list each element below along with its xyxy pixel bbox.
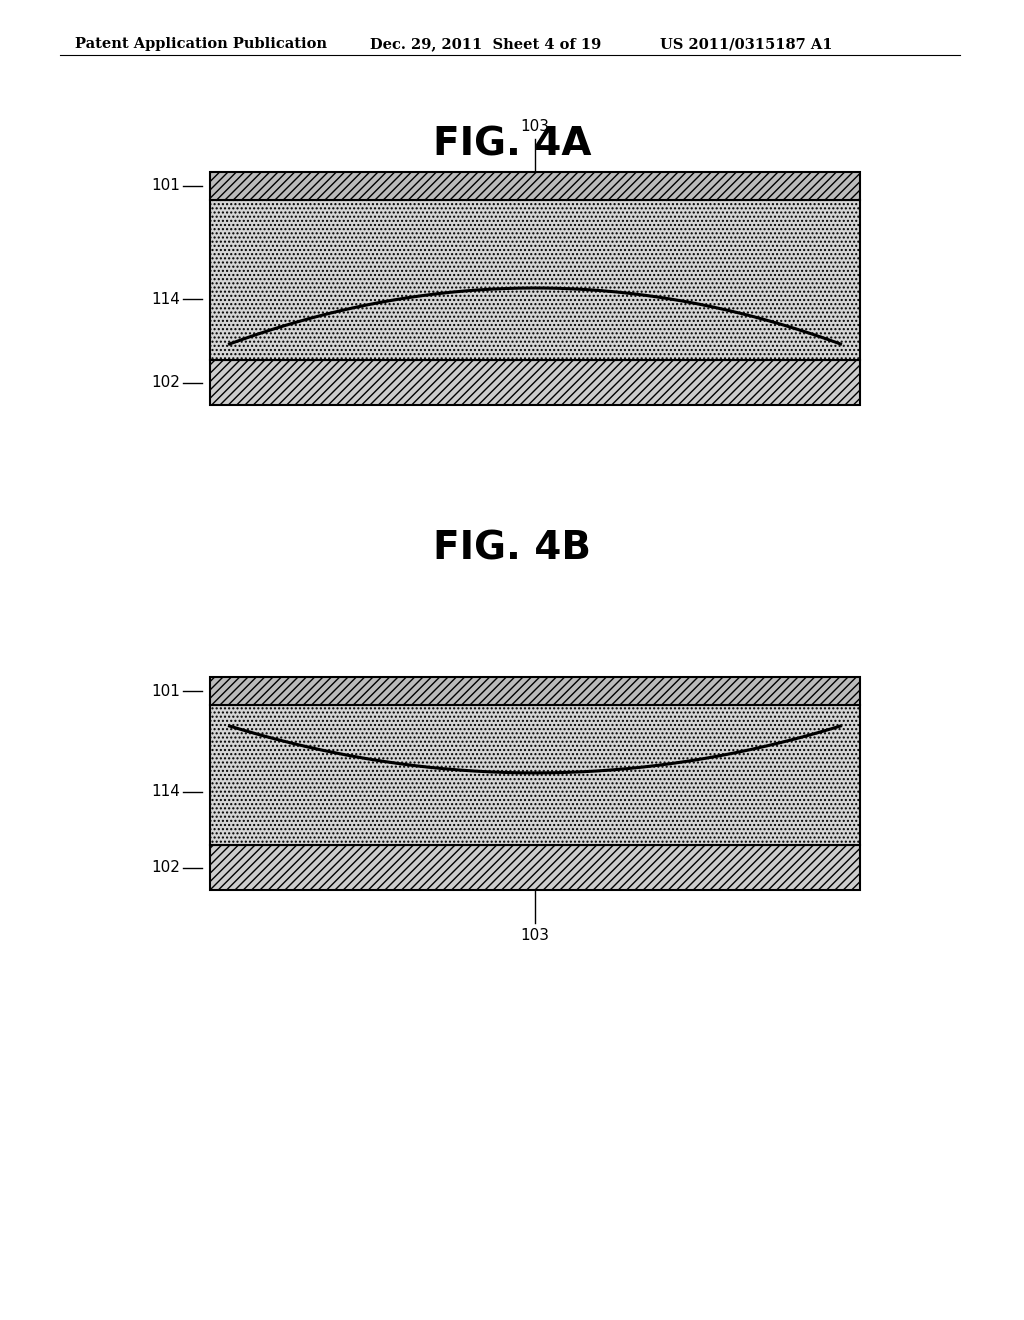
Text: 103: 103 bbox=[520, 119, 550, 135]
Bar bbox=[210, 845, 860, 890]
Text: 103: 103 bbox=[520, 928, 550, 942]
Text: FIG. 4A: FIG. 4A bbox=[433, 125, 591, 162]
Bar bbox=[210, 677, 860, 705]
Bar bbox=[210, 172, 860, 201]
Text: 114: 114 bbox=[152, 784, 180, 800]
Text: 114: 114 bbox=[152, 292, 180, 306]
Text: FIG. 4B: FIG. 4B bbox=[433, 531, 591, 568]
Text: 102: 102 bbox=[152, 861, 180, 875]
Bar bbox=[210, 360, 860, 405]
Text: Patent Application Publication: Patent Application Publication bbox=[75, 37, 327, 51]
Text: US 2011/0315187 A1: US 2011/0315187 A1 bbox=[660, 37, 833, 51]
Text: 102: 102 bbox=[152, 375, 180, 389]
Bar bbox=[210, 201, 860, 360]
Text: 101: 101 bbox=[152, 178, 180, 194]
Bar bbox=[210, 705, 860, 845]
Text: 101: 101 bbox=[152, 684, 180, 698]
Text: Dec. 29, 2011  Sheet 4 of 19: Dec. 29, 2011 Sheet 4 of 19 bbox=[370, 37, 601, 51]
